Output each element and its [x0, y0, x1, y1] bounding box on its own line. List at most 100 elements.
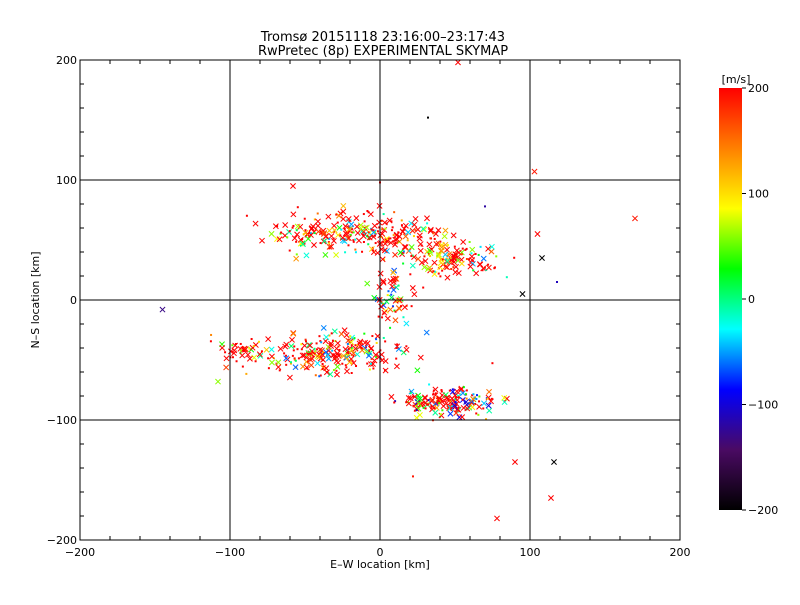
data-point	[480, 265, 487, 272]
data-point	[378, 303, 385, 310]
data-point	[411, 254, 414, 257]
data-point	[415, 402, 418, 405]
data-point	[321, 230, 328, 236]
data-point	[382, 213, 385, 216]
data-point	[316, 348, 319, 351]
data-point	[556, 281, 558, 283]
data-point	[417, 354, 424, 361]
x-tick-label: 200	[670, 546, 691, 559]
data-point	[336, 221, 339, 224]
data-point	[429, 255, 432, 258]
data-point	[455, 270, 462, 277]
data-point	[409, 273, 412, 276]
data-point	[342, 346, 349, 353]
data-point	[352, 354, 355, 357]
data-point	[337, 353, 340, 356]
data-point	[373, 234, 376, 237]
data-point	[335, 369, 338, 372]
data-point	[263, 346, 270, 353]
data-point	[460, 253, 463, 256]
data-point	[392, 236, 399, 243]
data-point	[289, 362, 292, 365]
data-point	[390, 269, 397, 276]
data-point	[300, 348, 303, 351]
data-point	[481, 400, 487, 407]
data-point	[441, 409, 444, 412]
data-point	[330, 237, 337, 244]
data-point	[301, 238, 304, 241]
data-point	[458, 407, 461, 410]
data-point	[405, 395, 412, 401]
data-point	[325, 213, 332, 220]
data-point	[474, 403, 477, 406]
data-point	[392, 251, 399, 258]
data-point	[231, 356, 234, 359]
data-point	[412, 215, 419, 222]
data-point	[361, 250, 364, 253]
data-point	[455, 403, 458, 406]
data-point	[321, 362, 324, 365]
data-point	[409, 262, 416, 269]
data-point	[257, 340, 260, 343]
data-point	[410, 255, 413, 258]
colorbar-ticks: −200 −100 0 100 200	[742, 82, 778, 517]
data-point	[330, 332, 333, 335]
x-tick-label: 100	[520, 546, 541, 559]
data-point	[512, 459, 518, 465]
data-point	[306, 352, 309, 355]
data-point	[394, 400, 397, 403]
data-point	[469, 257, 476, 263]
data-point	[315, 342, 318, 345]
data-point	[321, 367, 324, 370]
data-point	[341, 238, 348, 245]
data-point	[310, 223, 316, 230]
data-point	[352, 239, 355, 242]
data-point	[519, 291, 526, 297]
data-point	[384, 315, 391, 322]
data-point	[349, 234, 352, 237]
data-point	[324, 352, 331, 359]
data-point	[314, 374, 317, 377]
data-point	[268, 353, 275, 360]
data-point	[424, 407, 427, 410]
data-point	[363, 224, 370, 231]
data-point	[416, 232, 423, 239]
data-point	[282, 222, 289, 228]
colorbar-tick-label: 200	[748, 82, 769, 95]
data-point	[366, 210, 369, 213]
data-point	[219, 344, 226, 351]
data-point	[332, 369, 335, 372]
data-point	[436, 402, 439, 405]
data-point	[441, 269, 444, 272]
data-point	[452, 251, 459, 258]
data-point	[394, 310, 397, 313]
data-point	[330, 352, 337, 359]
data-point	[239, 349, 242, 352]
data-point	[390, 276, 397, 282]
data-point	[416, 412, 423, 418]
data-point	[402, 250, 405, 253]
colorbar-tick-label: −200	[748, 504, 778, 517]
data-point	[304, 338, 307, 341]
data-point	[385, 222, 388, 225]
data-point	[438, 259, 445, 266]
data-point	[459, 390, 466, 397]
data-point	[405, 229, 412, 236]
data-point	[364, 340, 371, 347]
data-point	[390, 293, 393, 296]
data-point	[346, 225, 349, 228]
data-point	[465, 397, 468, 400]
data-point	[453, 263, 459, 270]
data-point	[459, 414, 466, 421]
data-point	[382, 358, 389, 365]
data-point	[476, 403, 483, 410]
data-point	[449, 395, 456, 402]
data-point	[322, 365, 325, 368]
data-point	[403, 320, 410, 327]
data-point	[343, 227, 346, 230]
data-point	[231, 350, 237, 357]
data-point	[432, 386, 439, 393]
data-point	[426, 222, 429, 225]
data-point	[423, 329, 430, 336]
data-point	[348, 347, 355, 354]
